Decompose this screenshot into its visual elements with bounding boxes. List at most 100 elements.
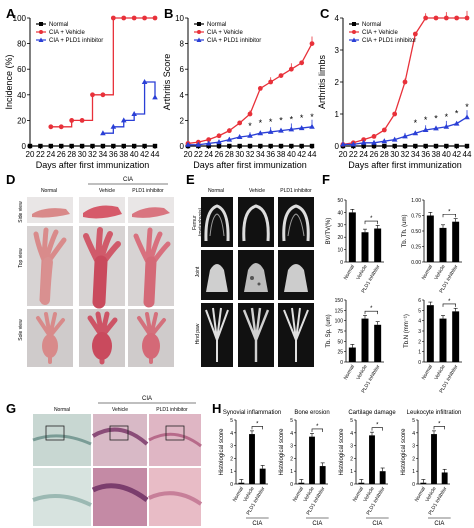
data-point [69, 118, 75, 123]
y-axis-label: Arthritis Score [162, 54, 172, 111]
significance-star: * [259, 118, 263, 128]
data-point [48, 124, 54, 130]
data-point [412, 31, 418, 37]
significance-star: * [256, 421, 259, 427]
y-tick-label: 2 [412, 456, 415, 462]
x-axis-label: Days after first immunization [193, 160, 307, 170]
bar [379, 471, 386, 484]
y-tick-label: 2 [230, 456, 233, 462]
data-point [340, 141, 346, 147]
y-tick-label: 3 [350, 444, 353, 450]
significance-star: * [414, 118, 418, 128]
significance-star: * [269, 117, 273, 127]
panel-label-e: E [186, 172, 195, 187]
data-point [79, 143, 85, 149]
legend-marker [38, 37, 44, 42]
data-point [268, 143, 273, 149]
significance-star: * [438, 421, 441, 427]
y-tick-label: 100 [335, 319, 344, 325]
data-point [247, 132, 253, 138]
y-tick-label: 4 [412, 431, 415, 437]
bar [426, 305, 434, 362]
y-tick-label: 40 [337, 210, 343, 216]
y-tick-label: 0 [335, 142, 340, 151]
y-tick-label: 75 [337, 329, 343, 335]
data-point [142, 15, 147, 21]
group-label: CIA [312, 521, 322, 527]
y-tick-label: 1.00 [411, 198, 421, 204]
data-point [100, 130, 106, 136]
data-point [288, 126, 295, 132]
ct-femur-row [201, 197, 314, 247]
data-point [216, 143, 222, 149]
data-point [381, 138, 388, 144]
data-point [278, 73, 284, 78]
data-point [79, 118, 85, 123]
y-tick-label: 1 [230, 469, 233, 475]
data-point [309, 123, 315, 129]
bar [431, 434, 437, 484]
y-tick-label: 20 [17, 116, 26, 125]
chart-title: Leukocyte infiltration [407, 410, 462, 416]
data-point [402, 133, 408, 139]
ct-joint-row [201, 250, 314, 300]
x-tick-label: 26 [370, 150, 379, 159]
y-tick-label: 10 [175, 14, 184, 23]
legend-entry: CIA + PLD1 inhibitor [362, 38, 416, 44]
data-point [195, 141, 202, 147]
bar [374, 324, 382, 362]
histology-images [32, 414, 203, 526]
significance-star: * [448, 299, 451, 305]
bar [361, 318, 369, 362]
y-tick-label: 150 [335, 298, 344, 304]
y-tick-label: 1 [290, 469, 293, 475]
data-point [381, 127, 387, 133]
y-tick-label: 1 [335, 110, 340, 119]
x-tick-label: 20 [26, 150, 35, 159]
y-axis-label: Histological score [219, 428, 225, 476]
bar [369, 435, 375, 484]
data-point [131, 111, 137, 116]
data-point [412, 130, 419, 136]
significance-star: * [445, 112, 449, 122]
x-tick-label: 36 [421, 150, 430, 159]
bar [309, 436, 315, 484]
data-point [185, 141, 191, 147]
data-point [226, 128, 232, 134]
x-tick-label: 36 [266, 150, 275, 159]
y-tick-label: 30 [337, 223, 343, 229]
significance-star: * [300, 113, 304, 123]
data-point [257, 86, 263, 91]
legend-entry: Normal [49, 22, 68, 28]
x-tick-label: 34 [98, 150, 107, 159]
chart-leukocyte-infiltration: 0 1 2 3 4 5 Histological score Leukocyte infilt… [401, 410, 461, 527]
y-axis-label: Histological score [401, 428, 407, 476]
data-point [267, 128, 274, 134]
data-point [237, 143, 242, 149]
panel-e-col-vehicle: Vehicle [249, 188, 265, 194]
data-point [152, 143, 158, 149]
data-point [433, 143, 439, 149]
bar [298, 482, 305, 484]
y-tick-label: 50 [337, 339, 343, 345]
legend-marker [197, 30, 201, 34]
y-tick-label: 0 [412, 482, 415, 488]
y-tick-label: 20 [337, 235, 343, 241]
y-tick-label: 1 [412, 469, 415, 475]
y-tick-label: 3 [335, 46, 340, 55]
legend-entry: Normal [362, 22, 381, 28]
data-point [288, 66, 294, 72]
data-point [247, 111, 253, 117]
series-line [102, 81, 156, 134]
data-point [454, 143, 459, 149]
x-axis-label: Days after first immunization [348, 160, 462, 170]
y-tick-label: 2 [290, 456, 293, 462]
y-axis-label: Histological score [339, 428, 345, 476]
significance-bracket [364, 220, 378, 225]
significance-star: * [316, 424, 319, 430]
y-tick-label: 100 [13, 14, 27, 23]
